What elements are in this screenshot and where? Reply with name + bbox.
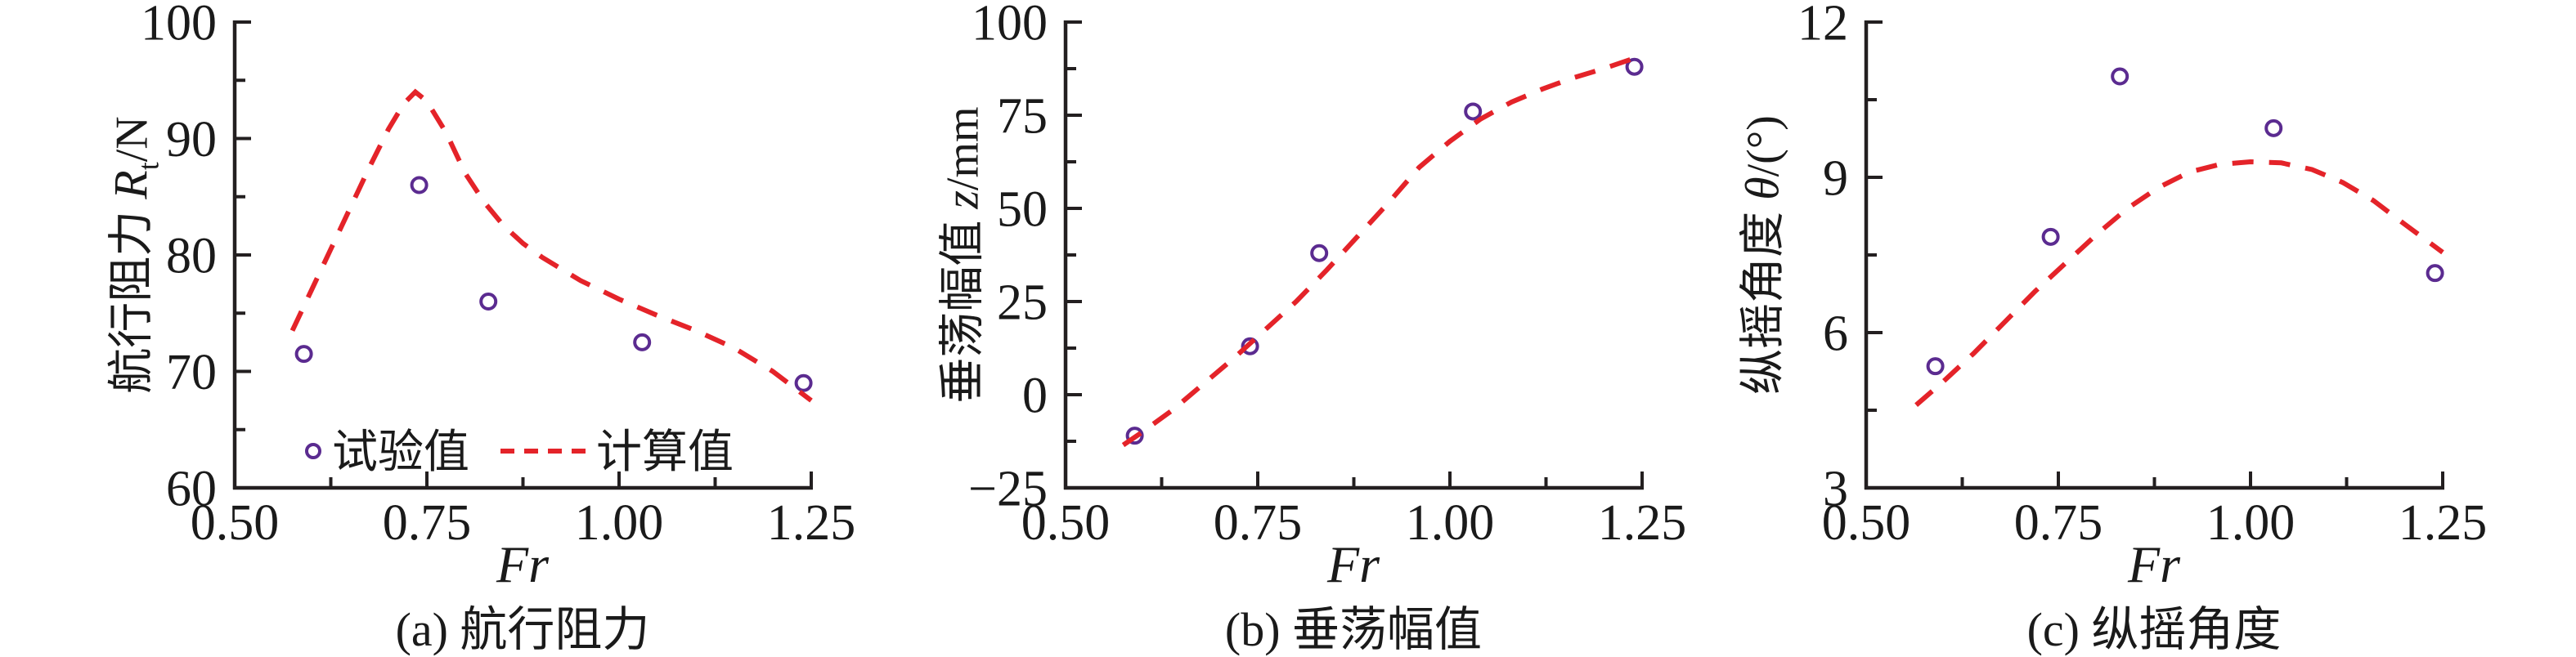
x-tick-label: 0.75 xyxy=(383,495,472,551)
y-axis-title: 纵摇角度 θ/(°) xyxy=(1736,115,1789,395)
legend-computed-label: 计算值 xyxy=(596,427,734,478)
y-tick-label: 25 xyxy=(997,275,1048,331)
data-point-marker xyxy=(479,293,498,311)
computed-curve xyxy=(289,88,813,403)
y-tick-label: 50 xyxy=(997,182,1048,238)
data-point-marker xyxy=(1241,337,1259,355)
x-tick-label: 0.50 xyxy=(1021,495,1111,551)
x-tick-label: 1.25 xyxy=(767,495,856,551)
y-tick-label: 9 xyxy=(1823,151,1848,207)
y-tick-label: 90 xyxy=(166,112,217,168)
x-tick-label: 0.75 xyxy=(2014,495,2103,551)
y-tick-label: 60 xyxy=(166,462,217,517)
data-point-marker xyxy=(1125,427,1144,445)
y-axis-title: 航行阻力 Rt/N xyxy=(105,116,165,393)
legend-experiment-label: 试验值 xyxy=(332,427,469,478)
x-tick-label: 1.25 xyxy=(1598,495,1687,551)
y-tick-label: 100 xyxy=(141,0,217,51)
x-tick-label: 1.00 xyxy=(575,495,664,551)
data-point-marker xyxy=(1310,244,1329,262)
data-point-marker xyxy=(1464,102,1483,121)
y-tick-label: −25 xyxy=(968,462,1048,517)
y-tick-label: 0 xyxy=(1022,369,1048,424)
panel-caption: (b) 垂荡幅值 xyxy=(1225,603,1482,656)
computed-curve xyxy=(1914,159,2444,407)
chart-a-svg: 60 70 80 90 100 0.50 0.75 1.00 1.25 航行阻力 Rt/N Fr (a… xyxy=(105,0,856,656)
data-point-marker xyxy=(1625,57,1644,76)
y-axis-title: 垂荡幅值 z/mm xyxy=(936,106,989,403)
y-tick-label: 12 xyxy=(1797,0,1848,51)
data-point-marker xyxy=(633,333,652,351)
data-point-marker xyxy=(2111,67,2129,86)
x-tick-label: 0.50 xyxy=(1822,495,1911,551)
y-tick-label: 75 xyxy=(997,89,1048,145)
panel-a-resistance: 60 70 80 90 100 0.50 0.75 1.00 1.25 航行阻力 Rt/N Fr (a… xyxy=(0,0,859,657)
data-point-marker xyxy=(2426,264,2444,283)
x-tick-label: 1.25 xyxy=(2399,495,2488,551)
computed-curve xyxy=(1121,53,1643,448)
panel-b-heave: −25 0 25 50 75 100 0.50 0.75 1.00 1.25 垂荡幅值 z/mm Fr… xyxy=(859,0,1717,657)
y-tick-label: 6 xyxy=(1823,306,1848,362)
legend-experiment-marker-icon xyxy=(305,443,321,459)
y-tick-label: 3 xyxy=(1823,462,1848,517)
panel-caption: (c) 纵摇角度 xyxy=(2027,603,2282,656)
data-point-marker xyxy=(1926,357,1945,376)
chart-b-svg: −25 0 25 50 75 100 0.50 0.75 1.00 1.25 垂荡幅值 z/mm Fr… xyxy=(936,0,1687,656)
data-point-marker xyxy=(2041,227,2060,246)
panel-caption: (a) 航行阻力 xyxy=(396,603,650,656)
x-tick-label: 0.50 xyxy=(191,495,280,551)
y-tick-label: 70 xyxy=(166,345,217,400)
x-tick-label: 1.00 xyxy=(2206,495,2296,551)
chart-c-svg: 3 6 9 12 0.50 0.75 1.00 1.25 纵摇角度 θ/(°) Fr (c) 纵摇角… xyxy=(1736,0,2488,656)
x-axis-title: Fr xyxy=(1326,535,1380,593)
data-point-marker xyxy=(2264,118,2283,137)
data-point-marker xyxy=(294,345,313,364)
panel-c-pitch: 3 6 9 12 0.50 0.75 1.00 1.25 纵摇角度 θ/(°) Fr (c) 纵摇角… xyxy=(1717,0,2576,657)
y-tick-label: 100 xyxy=(972,0,1048,51)
x-tick-label: 0.75 xyxy=(1214,495,1303,551)
x-tick-label: 1.00 xyxy=(1406,495,1495,551)
y-tick-label: 80 xyxy=(166,229,217,284)
x-axis-title: Fr xyxy=(2127,535,2181,593)
data-point-marker xyxy=(794,373,813,392)
x-axis-title: Fr xyxy=(496,535,550,593)
data-point-marker xyxy=(410,176,429,194)
